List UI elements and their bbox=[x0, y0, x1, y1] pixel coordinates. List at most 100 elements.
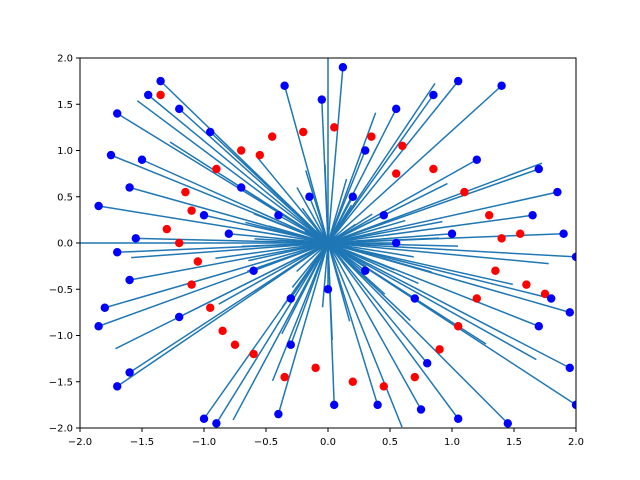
blue-point bbox=[317, 95, 326, 104]
red-point bbox=[398, 141, 407, 151]
red-point bbox=[218, 326, 227, 336]
x-tick-label: −1.0 bbox=[192, 437, 216, 448]
y-axis: −2.0 −1.5 −1.0 −0.5 0.0 0.5 1.0 1.5 2.0 bbox=[49, 54, 80, 435]
connector-line bbox=[141, 159, 419, 285]
connector-line bbox=[215, 214, 533, 260]
y-tick-label: −2.0 bbox=[49, 424, 73, 435]
red-point bbox=[429, 164, 438, 174]
red-point bbox=[162, 224, 171, 234]
y-tick-label: 0.5 bbox=[57, 192, 73, 203]
red-point bbox=[497, 234, 506, 243]
blue-point bbox=[497, 81, 506, 90]
connector-line bbox=[324, 164, 335, 405]
red-point bbox=[255, 150, 264, 160]
blue-point bbox=[338, 63, 348, 72]
blue-point bbox=[175, 312, 184, 322]
connector-line bbox=[203, 214, 513, 286]
red-point bbox=[156, 90, 165, 100]
connector-line bbox=[104, 219, 406, 309]
blue-point bbox=[323, 285, 333, 294]
blue-point bbox=[392, 238, 401, 248]
blue-point bbox=[113, 382, 122, 391]
blue-point bbox=[528, 211, 537, 220]
plot-area bbox=[80, 58, 576, 428]
red-point bbox=[237, 146, 246, 155]
connector-line bbox=[131, 233, 453, 259]
blue-point bbox=[94, 322, 103, 331]
red-point bbox=[311, 363, 320, 373]
red-point bbox=[522, 280, 531, 289]
blue-point bbox=[125, 183, 134, 192]
red-point bbox=[187, 280, 196, 289]
connector-line bbox=[228, 233, 549, 265]
connector-line bbox=[253, 162, 543, 272]
red-point bbox=[392, 169, 401, 178]
y-tick-label: −0.5 bbox=[49, 285, 73, 296]
blue-point bbox=[144, 90, 153, 100]
y-tick-label: −1.5 bbox=[49, 377, 73, 388]
blue-point bbox=[280, 81, 289, 90]
red-point bbox=[212, 164, 221, 174]
blue-point bbox=[305, 192, 314, 201]
blue-point bbox=[565, 308, 574, 317]
connector-line bbox=[305, 170, 379, 406]
blue-point bbox=[106, 150, 116, 160]
red-point bbox=[435, 345, 444, 354]
blue-point bbox=[237, 183, 246, 192]
x-tick-label: 1.5 bbox=[506, 437, 522, 448]
connector-line bbox=[245, 221, 552, 300]
blue-point bbox=[373, 400, 382, 410]
blue-point bbox=[212, 419, 221, 428]
blue-point bbox=[330, 400, 339, 410]
connector-line bbox=[321, 67, 344, 308]
blue-point bbox=[113, 248, 122, 257]
x-axis: −2.0 −1.5 −1.0 −0.5 0.0 0.5 1.0 1.5 2.0 bbox=[68, 428, 584, 448]
connector-line bbox=[291, 80, 459, 288]
blue-point bbox=[472, 155, 481, 164]
red-point bbox=[410, 372, 419, 382]
connector-line bbox=[218, 159, 478, 305]
connector-line bbox=[304, 230, 571, 369]
x-tick-label: 0.0 bbox=[320, 437, 336, 448]
blue-point bbox=[416, 405, 426, 414]
y-tick-label: 1.5 bbox=[57, 100, 73, 111]
blue-point bbox=[348, 192, 357, 201]
red-point bbox=[491, 266, 500, 275]
connector-line bbox=[129, 186, 432, 273]
blue-point bbox=[224, 229, 233, 238]
connector-line bbox=[98, 205, 414, 258]
connector-line bbox=[296, 187, 422, 410]
blue-point bbox=[503, 419, 512, 428]
blue-point bbox=[156, 76, 165, 86]
red-point bbox=[187, 206, 196, 215]
blue-point bbox=[206, 127, 215, 137]
red-point bbox=[540, 289, 550, 299]
y-tick-label: 0.0 bbox=[57, 239, 73, 250]
blue-point bbox=[199, 414, 209, 423]
blue-point bbox=[534, 322, 543, 331]
red-point bbox=[181, 187, 190, 197]
blue-point bbox=[454, 414, 463, 423]
x-tick-label: −0.5 bbox=[254, 437, 278, 448]
blue-point bbox=[125, 275, 134, 285]
blue-point bbox=[131, 234, 140, 243]
connector-line bbox=[178, 182, 448, 318]
red-point bbox=[472, 294, 481, 303]
y-tick-label: 2.0 bbox=[57, 54, 73, 65]
red-point bbox=[460, 187, 469, 197]
connector-line bbox=[117, 237, 440, 253]
blue-point bbox=[429, 90, 438, 100]
blue-point bbox=[125, 368, 134, 377]
blue-point bbox=[553, 187, 562, 197]
connector-line bbox=[232, 196, 354, 421]
blue-point bbox=[571, 252, 576, 262]
blue-point bbox=[454, 76, 463, 86]
blue-point bbox=[447, 229, 457, 238]
x-tick-label: −2.0 bbox=[68, 437, 92, 448]
blue-point bbox=[100, 303, 110, 312]
blue-point bbox=[199, 211, 209, 220]
connector-line bbox=[314, 229, 509, 424]
x-tick-label: −1.5 bbox=[130, 437, 154, 448]
blue-point bbox=[94, 201, 103, 211]
